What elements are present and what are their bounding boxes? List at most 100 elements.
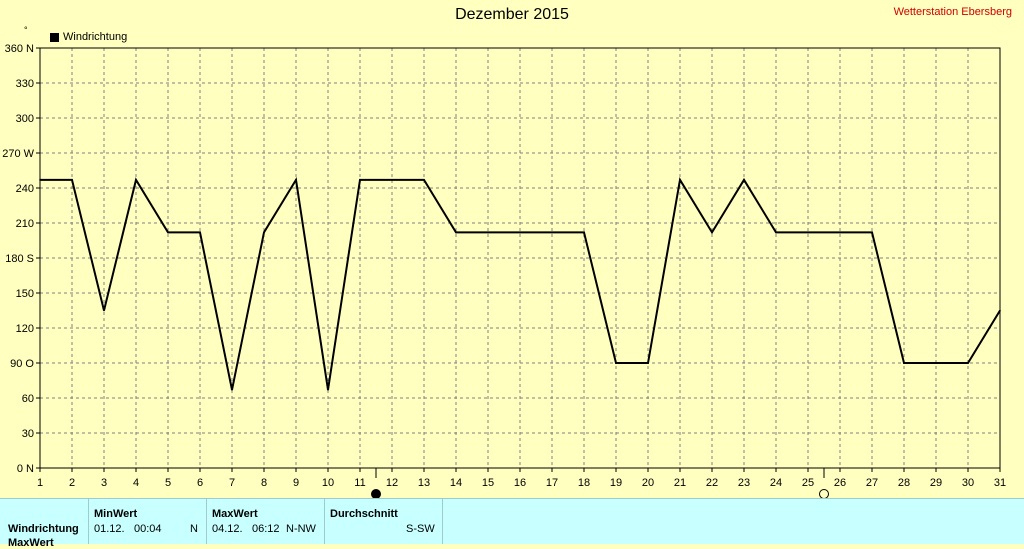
stats-min-date: 01.12. — [94, 523, 125, 535]
x-tick-label: 29 — [930, 477, 942, 489]
y-axis-unit: ° — [24, 25, 28, 35]
data-point — [39, 179, 41, 181]
x-tick-label: 15 — [482, 477, 494, 489]
plot-frame — [39, 47, 1001, 469]
x-tick-label: 1 — [37, 477, 43, 489]
stats-min-time: 00:04 — [134, 523, 162, 535]
stats-avg-column: Durchschnitt S-SW — [324, 499, 443, 544]
y-tick-label: 300 — [16, 113, 34, 125]
data-point — [999, 309, 1001, 312]
station-name: Wetterstation Ebersberg — [893, 6, 1012, 18]
data-point — [903, 362, 905, 364]
data-point — [359, 179, 361, 181]
data-point — [711, 231, 713, 234]
x-tick-label: 9 — [293, 477, 299, 489]
data-point — [231, 389, 233, 391]
data-point — [135, 179, 137, 181]
data-point — [967, 362, 969, 364]
stats-row-label-2: MaxWert — [8, 537, 54, 549]
x-tick-label: 14 — [450, 477, 462, 489]
data-point — [455, 231, 457, 234]
y-tick-label: 330 — [16, 78, 34, 90]
x-tick-label: 13 — [418, 477, 430, 489]
x-tick-label: 2 — [69, 477, 75, 489]
stats-avg-header: Durchschnitt — [330, 508, 398, 520]
x-tick-label: 30 — [962, 477, 974, 489]
stats-max-date: 04.12. — [212, 523, 243, 535]
x-tick-label: 7 — [229, 477, 235, 489]
stats-label-column: Windrichtung MaxWert — [0, 499, 89, 549]
stats-max-dir: N-NW — [286, 523, 316, 535]
x-tick-label: 6 — [197, 477, 203, 489]
x-tick-label: 19 — [610, 477, 622, 489]
x-tick-label: 25 — [802, 477, 814, 489]
data-point — [679, 179, 681, 181]
chart-title: Dezember 2015 — [455, 6, 569, 23]
x-tick-label: 5 — [165, 477, 171, 489]
x-tick-label: 27 — [866, 477, 878, 489]
data-point — [487, 231, 489, 234]
chart-area: 1 2 3 4 5 6 7 8 9 10 11 12 13 14 15 16 17 18 19 20 21 22 23 24 2… — [2, 43, 1006, 498]
x-tick-label: 8 — [261, 477, 267, 489]
data-point — [199, 231, 201, 234]
data-point — [935, 362, 937, 364]
y-tick-label: 120 — [16, 323, 34, 335]
x-tick-label: 12 — [386, 477, 398, 489]
x-tick-label: 22 — [706, 477, 718, 489]
x-tick-label: 17 — [546, 477, 558, 489]
stats-max-header: MaxWert — [212, 508, 258, 520]
y-tick-label: 60 — [22, 393, 34, 405]
data-point — [775, 231, 777, 234]
x-tick-label: 4 — [133, 477, 139, 489]
x-tick-label: 24 — [770, 477, 782, 489]
data-point — [423, 179, 425, 181]
x-tick-label: 16 — [514, 477, 526, 489]
y-tick-label: 240 — [16, 183, 34, 195]
data-point — [551, 231, 553, 234]
legend-swatch — [50, 32, 59, 42]
stats-max-time: 06:12 — [252, 523, 280, 535]
stats-min-dir: N — [190, 523, 198, 535]
data-point — [583, 231, 585, 234]
x-tick-label: 28 — [898, 477, 910, 489]
data-point — [103, 309, 105, 312]
y-tick-label: 90 O — [10, 358, 34, 370]
data-point — [295, 179, 297, 181]
data-point — [71, 179, 73, 181]
new-moon-icon — [371, 489, 381, 498]
y-tick-label: 210 — [16, 218, 34, 230]
x-tick-label: 21 — [674, 477, 686, 489]
data-point — [871, 231, 873, 234]
stats-min-header: MinWert — [94, 508, 138, 520]
x-tick-label: 26 — [834, 477, 846, 489]
stats-min-column: MinWert 01.12. 00:04 N — [88, 499, 207, 544]
data-point — [647, 362, 649, 364]
y-tick-label: 0 N — [17, 463, 34, 475]
x-tick-label: 20 — [642, 477, 654, 489]
data-point — [743, 179, 745, 181]
y-tick-label: 150 — [16, 288, 34, 300]
x-tick-label: 11 — [354, 477, 365, 489]
x-tick-label: 3 — [101, 477, 107, 489]
stats-row-label: Windrichtung — [8, 523, 79, 535]
y-tick-label: 270 W — [2, 148, 34, 160]
y-tick-label: 30 — [22, 428, 34, 440]
data-point — [519, 231, 521, 234]
full-moon-icon — [819, 489, 829, 498]
x-tick-label: 31 — [994, 477, 1006, 489]
data-point — [615, 362, 617, 364]
legend-label: Windrichtung — [63, 31, 128, 43]
data-point — [391, 179, 393, 181]
x-tick-label: 10 — [322, 477, 334, 489]
data-point — [839, 231, 841, 234]
stats-max-column: MaxWert 04.12. 06:12 N-NW — [206, 499, 325, 544]
stats-avg-value: S-SW — [406, 523, 435, 535]
data-point — [807, 231, 809, 234]
data-point — [263, 231, 265, 234]
stats-panel: Windrichtung MaxWert MinWert 01.12. 00:0… — [0, 498, 1024, 549]
y-tick-label: 180 S — [5, 253, 34, 265]
data-point — [327, 389, 329, 391]
x-tick-label: 18 — [578, 477, 590, 489]
x-tick-label: 23 — [738, 477, 750, 489]
data-point — [167, 231, 169, 234]
